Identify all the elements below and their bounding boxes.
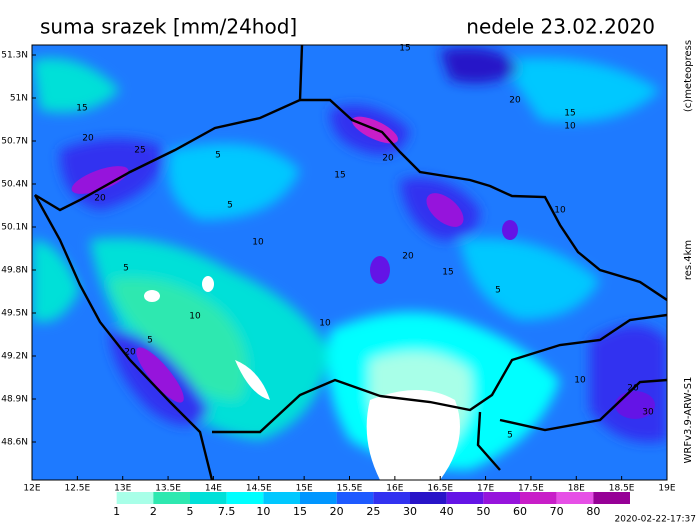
colorbar-swatch <box>300 492 337 504</box>
title: suma srazek [mm/24hod] <box>40 15 297 39</box>
contour-label: 10 <box>564 122 576 132</box>
borders <box>33 45 667 480</box>
contour-label: 10 <box>319 319 331 329</box>
lat-label: 51N <box>10 94 28 104</box>
colorbar: 1 2 5 7.5 10 15 20 25 30 40 50 60 70 80 <box>80 492 630 518</box>
lat-label: 49.5N <box>1 309 28 319</box>
colorbar-swatch <box>116 492 154 504</box>
contour-label: 10 <box>574 376 586 386</box>
contour-label: 20 <box>94 194 106 204</box>
contour-label: 15 <box>442 268 453 278</box>
colorbar-label: 7.5 <box>218 505 236 518</box>
lon-label: 13.5E <box>155 484 181 494</box>
colorbar-swatch <box>556 492 594 504</box>
colorbar-swatch <box>593 492 630 504</box>
colorbar-swatch <box>153 492 190 504</box>
contour-label: 30 <box>642 408 654 418</box>
contour-label: 15 <box>564 109 575 119</box>
colorbar-label: 40 <box>440 505 454 518</box>
lon-label: 16E <box>386 484 403 494</box>
lat-label: 48.9N <box>1 395 28 405</box>
lat-label: 49.2N <box>1 352 28 362</box>
lat-label: 50.1N <box>1 223 28 233</box>
lat-label: 50.7N <box>1 137 28 147</box>
colorbar-swatch <box>80 492 117 504</box>
side-label: WRFv3.9-ARW-S1 <box>683 377 694 464</box>
colorbar-swatch <box>410 492 447 504</box>
date: nedele 23.02.2020 <box>466 15 655 39</box>
lat-label: 50.4N <box>1 180 28 190</box>
colorbar-label: 30 <box>403 505 417 518</box>
colorbar-label: 60 <box>513 505 527 518</box>
contour-label: 5 <box>227 201 233 211</box>
lon-label: 15.5E <box>337 484 363 494</box>
lon-label: 17E <box>477 484 494 494</box>
colorbar-swatch <box>226 492 264 504</box>
colorbar-swatch <box>263 492 300 504</box>
lon-label: 12E <box>23 484 40 494</box>
lon-label: 19E <box>658 484 675 494</box>
colorbar-swatch <box>446 492 484 504</box>
colorbar-swatch <box>373 492 410 504</box>
colorbar-label: 25 <box>366 505 380 518</box>
contour-label: 20 <box>402 252 414 262</box>
lat-label: 48.6N <box>1 438 28 448</box>
colorbar-label: 15 <box>293 505 307 518</box>
precipitation-map <box>32 45 667 480</box>
lon-label: 18.5E <box>609 484 635 494</box>
contour-label: 15 <box>399 44 410 54</box>
colorbar-label: 20 <box>330 505 344 518</box>
colorbar-swatch <box>483 492 520 504</box>
contour-label: 15 <box>334 171 345 181</box>
colorbar-swatch <box>190 492 227 504</box>
colorbar-label: 50 <box>476 505 490 518</box>
lon-label: 14.5E <box>246 484 272 494</box>
lat-label: 49.8N <box>1 266 28 276</box>
contour-label: 20 <box>509 96 521 106</box>
contour-label: 10 <box>189 312 201 322</box>
side-label: res.4km <box>683 240 694 280</box>
colorbar-label: 5 <box>187 505 194 518</box>
contour-label: 5 <box>507 431 513 441</box>
lon-label: 12.5E <box>64 484 90 494</box>
contour-label: 20 <box>627 384 639 394</box>
lat-label: 51.3N <box>1 51 28 61</box>
colorbar-swatch <box>520 492 557 504</box>
colorbar-label: 70 <box>550 505 564 518</box>
contour-label: 5 <box>123 264 129 274</box>
contour-label: 10 <box>554 206 566 216</box>
lon-label: 16.5E <box>427 484 453 494</box>
colorbar-label: 1 <box>113 505 120 518</box>
contour-label: 25 <box>134 146 145 156</box>
contour-label: 20 <box>82 134 94 144</box>
lon-label: 17.5E <box>518 484 544 494</box>
contour-label: 15 <box>76 104 87 114</box>
colorbar-swatch <box>336 492 374 504</box>
contour-label: 5 <box>147 336 153 346</box>
contour-label: 10 <box>252 238 264 248</box>
contour-label: 5 <box>495 286 501 296</box>
lon-label: 13E <box>114 484 131 494</box>
colorbar-label: 10 <box>256 505 270 518</box>
contour-label: 5 <box>215 151 221 161</box>
side-label: (c)meteopress <box>683 40 694 112</box>
contour-label: 20 <box>382 154 394 164</box>
contour-label: 20 <box>124 348 136 358</box>
colorbar-label: 2 <box>150 505 157 518</box>
lon-label: 18E <box>568 484 585 494</box>
colorbar-label: 80 <box>586 505 600 518</box>
lon-label: 15E <box>296 484 313 494</box>
lon-label: 14E <box>205 484 222 494</box>
timestamp: 2020-02-22-17:37 <box>615 515 697 525</box>
